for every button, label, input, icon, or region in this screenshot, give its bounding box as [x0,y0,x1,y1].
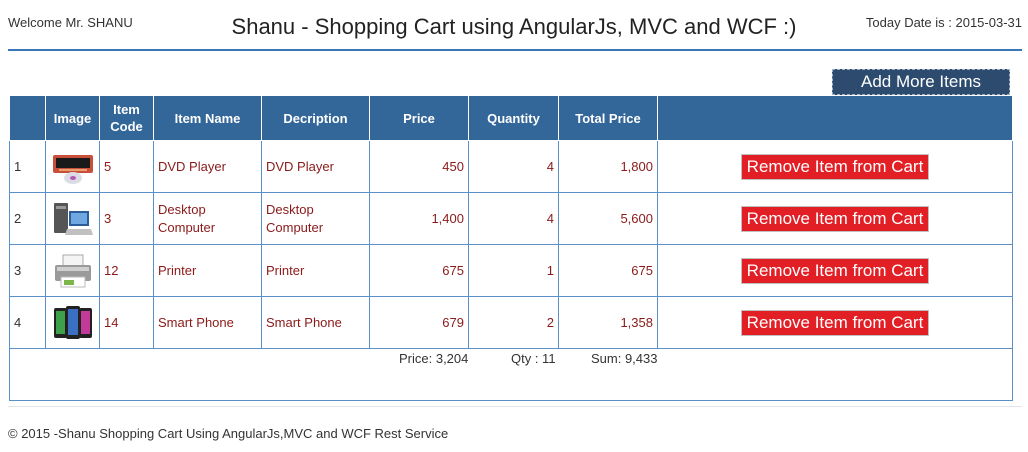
table-row: 4 14 Smart Phone Smart Phone 679 2 1,358… [9,296,1013,349]
footer-text: © 2015 -Shanu Shopping Cart Using Angula… [8,426,449,441]
row-index: 1 [9,140,46,193]
row-action-cell: Remove Item from Cart [657,140,1013,193]
summary-sum: Sum: 9,433 [591,351,658,366]
item-image [45,192,100,245]
column-header-index [9,95,46,141]
table-row: 3 12 Printer Printer 675 1 675 Remove It… [9,244,1013,297]
item-price: 450 [369,140,469,193]
column-header-price: Price [369,95,469,141]
item-code: 3 [99,192,154,245]
cart-table: Image Item Code Item Name Decription Pri… [9,95,1013,401]
remove-item-button[interactable]: Remove Item from Cart [740,257,930,284]
remove-item-button[interactable]: Remove Item from Cart [740,205,930,232]
column-header-quantity: Quantity [468,95,559,141]
column-header-item-name: Item Name [153,95,262,141]
item-quantity: 1 [468,244,559,297]
item-total-price: 1,358 [558,296,658,349]
remove-item-button[interactable]: Remove Item from Cart [740,309,930,336]
item-image [45,296,100,349]
item-description: DVD Player [261,140,370,193]
row-action-cell: Remove Item from Cart [657,192,1013,245]
summary-row [9,348,1013,401]
summary-cell [9,348,1013,401]
add-more-items-button[interactable]: Add More Items [832,69,1010,95]
item-name: Desktop Computer [153,192,262,245]
welcome-text: Welcome Mr. SHANU [8,15,133,30]
item-name: Printer [153,244,262,297]
today-date: Today Date is : 2015-03-31 [865,15,1022,30]
item-image [45,244,100,297]
item-total-price: 1,800 [558,140,658,193]
row-index: 2 [9,192,46,245]
column-header-action [657,95,1013,141]
table-header-row: Image Item Code Item Name Decription Pri… [9,95,1013,141]
item-price: 1,400 [369,192,469,245]
column-header-total-price: Total Price [558,95,658,141]
header-divider [8,49,1022,51]
desktop-computer-icon [53,202,93,235]
column-header-image: Image [45,95,100,141]
row-index: 4 [9,296,46,349]
column-header-description: Decription [261,95,370,141]
dvd-player-icon [52,154,93,184]
item-price: 675 [369,244,469,297]
column-header-item-code: Item Code [99,95,154,141]
item-code: 12 [99,244,154,297]
item-code: 5 [99,140,154,193]
table-row: 1 5 DVD Player DVD Player 450 4 1,800 Re… [9,140,1013,193]
footer-divider [8,406,1022,407]
item-image [45,140,100,193]
item-name: Smart Phone [153,296,262,349]
item-description: Desktop Computer [261,192,370,245]
row-action-cell: Remove Item from Cart [657,244,1013,297]
row-action-cell: Remove Item from Cart [657,296,1013,349]
summary-price: Price: 3,204 [399,351,469,366]
item-total-price: 675 [558,244,658,297]
item-code: 14 [99,296,154,349]
item-quantity: 4 [468,192,559,245]
item-quantity: 4 [468,140,559,193]
printer-icon [54,254,91,287]
row-index: 3 [9,244,46,297]
item-quantity: 2 [468,296,559,349]
item-price: 679 [369,296,469,349]
item-name: DVD Player [153,140,262,193]
page-title: Shanu - Shopping Cart using AngularJs, M… [231,14,797,39]
item-description: Printer [261,244,370,297]
table-row: 2 3 Desktop Computer Desktop Computer 1,… [9,192,1013,245]
summary-qty: Qty : 11 [511,351,556,366]
remove-item-button[interactable]: Remove Item from Cart [740,153,930,180]
smart-phone-icon [53,305,92,339]
item-total-price: 5,600 [558,192,658,245]
item-description: Smart Phone [261,296,370,349]
